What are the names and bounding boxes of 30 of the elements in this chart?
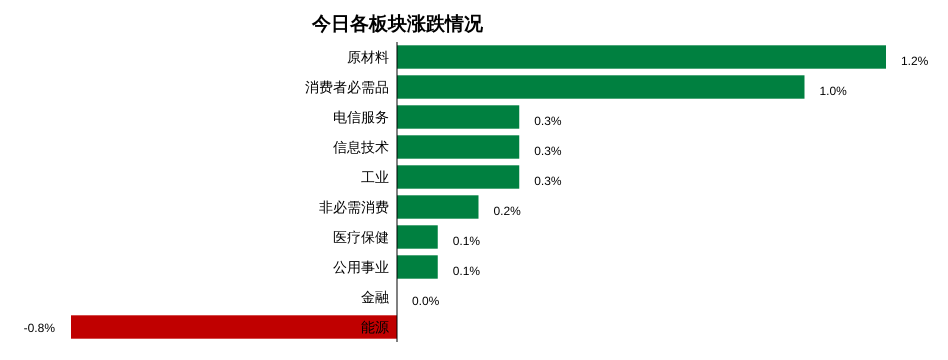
bar [71,315,397,339]
bar [397,45,886,69]
data-label: 0.2% [494,204,522,218]
data-label: 1.0% [820,84,848,98]
data-label: 0.1% [452,234,480,248]
data-label: 0.0% [412,294,440,308]
y-tick-label: 公用事业 [333,259,389,275]
bar [397,225,438,249]
y-tick-label: 工业 [361,169,389,185]
y-tick-label: 消费者必需品 [305,79,389,95]
y-tick-label: 金融 [361,289,389,305]
y-tick-label: 电信服务 [333,109,389,125]
data-label: -0.8% [24,321,56,335]
y-tick-label: 原材料 [347,49,389,65]
data-label: 0.1% [452,264,480,278]
y-tick-label: 信息技术 [333,139,389,155]
data-label: 1.2% [901,54,929,68]
bar [397,165,520,189]
y-tick-label: 非必需消费 [319,199,389,215]
bar [397,195,478,219]
data-label: 0.3% [534,144,562,158]
y-tick-label: 能源 [361,319,389,335]
bar [397,255,438,279]
data-label: 0.3% [534,174,562,188]
bar [397,135,520,159]
chart-title: 今日各板块涨跌情况 [311,13,484,35]
data-label: 0.3% [534,114,562,128]
bar [397,75,804,99]
y-tick-label: 医疗保健 [333,229,389,245]
bar [397,105,520,129]
